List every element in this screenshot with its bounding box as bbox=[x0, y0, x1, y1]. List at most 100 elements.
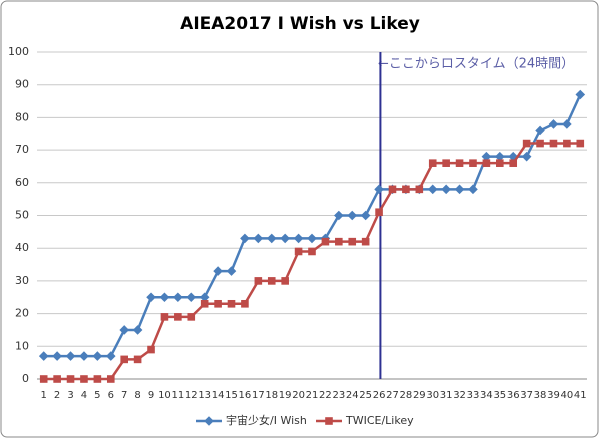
x-tick-label: 19 bbox=[279, 390, 292, 401]
x-tick-label: 21 bbox=[306, 390, 319, 401]
x-tick-label: 34 bbox=[480, 390, 493, 401]
x-tick-label: 39 bbox=[547, 390, 560, 401]
data-point bbox=[294, 247, 303, 256]
x-tick-label: 9 bbox=[148, 390, 154, 401]
data-point bbox=[227, 299, 236, 308]
data-point bbox=[120, 355, 128, 364]
data-point bbox=[361, 237, 370, 246]
data-point bbox=[548, 119, 559, 129]
data-point bbox=[187, 313, 196, 321]
x-tick-label: 36 bbox=[507, 390, 520, 401]
data-point bbox=[226, 266, 237, 276]
x-tick-label: 16 bbox=[239, 390, 252, 401]
data-point bbox=[335, 237, 343, 246]
x-tick-label: 31 bbox=[440, 390, 453, 401]
legend-marker bbox=[325, 417, 333, 425]
x-tick-label: 7 bbox=[121, 390, 127, 401]
data-point bbox=[79, 351, 89, 361]
data-point bbox=[80, 375, 88, 383]
data-point bbox=[53, 375, 61, 383]
y-tick-label: 100 bbox=[8, 45, 29, 58]
data-point bbox=[65, 351, 76, 361]
x-tick-label: 17 bbox=[252, 390, 265, 401]
legend-label: 宇宙少女/I Wish bbox=[226, 413, 307, 427]
data-point bbox=[146, 292, 156, 303]
data-point bbox=[214, 299, 222, 308]
data-point bbox=[133, 355, 142, 364]
legend-marker bbox=[204, 416, 214, 426]
data-point bbox=[509, 159, 518, 167]
data-point bbox=[522, 139, 531, 148]
data-point bbox=[348, 237, 357, 246]
data-point bbox=[441, 184, 451, 195]
x-tick-label: 32 bbox=[453, 390, 466, 401]
data-point bbox=[375, 208, 383, 217]
x-tick-label: 40 bbox=[561, 390, 574, 401]
y-tick-label: 70 bbox=[15, 143, 29, 156]
x-tick-label: 33 bbox=[467, 390, 480, 401]
data-point bbox=[266, 233, 277, 244]
data-point bbox=[240, 233, 250, 244]
x-tick-label: 28 bbox=[400, 390, 413, 401]
data-point bbox=[52, 351, 62, 361]
data-point bbox=[132, 325, 143, 335]
data-point bbox=[415, 185, 424, 194]
x-tick-label: 3 bbox=[67, 390, 73, 401]
data-point bbox=[173, 292, 183, 303]
data-point bbox=[347, 210, 358, 221]
data-point bbox=[535, 125, 545, 136]
data-point bbox=[360, 210, 371, 221]
x-tick-label: 18 bbox=[265, 390, 278, 401]
data-point bbox=[106, 375, 115, 383]
data-point bbox=[482, 159, 491, 167]
data-point bbox=[293, 233, 304, 244]
y-tick-label: 80 bbox=[15, 110, 29, 123]
data-point bbox=[281, 277, 289, 285]
data-point bbox=[576, 139, 585, 148]
data-point bbox=[427, 184, 438, 195]
y-tick-label: 50 bbox=[15, 209, 29, 222]
data-point bbox=[321, 237, 330, 246]
x-tick-label: 6 bbox=[108, 390, 114, 401]
data-point bbox=[160, 313, 169, 321]
data-point bbox=[536, 139, 544, 148]
data-point bbox=[66, 375, 75, 383]
data-point bbox=[469, 159, 477, 167]
data-point bbox=[253, 233, 264, 244]
data-point bbox=[280, 233, 290, 244]
data-point bbox=[428, 159, 437, 167]
data-point bbox=[562, 119, 572, 129]
data-point bbox=[92, 351, 103, 361]
x-tick-label: 30 bbox=[426, 390, 439, 401]
y-tick-label: 20 bbox=[15, 307, 29, 320]
x-tick-label: 13 bbox=[198, 390, 211, 401]
data-point bbox=[508, 151, 519, 162]
data-point bbox=[254, 277, 263, 285]
x-tick-label: 15 bbox=[225, 390, 238, 401]
data-point bbox=[307, 233, 317, 244]
data-point bbox=[468, 184, 478, 195]
data-point bbox=[442, 159, 450, 167]
x-tick-label: 29 bbox=[413, 390, 426, 401]
data-point bbox=[563, 139, 571, 148]
x-tick-label: 24 bbox=[346, 390, 359, 401]
data-point bbox=[388, 185, 397, 194]
data-point bbox=[105, 351, 116, 361]
x-tick-label: 41 bbox=[574, 390, 587, 401]
data-point bbox=[200, 299, 209, 308]
x-tick-label: 27 bbox=[386, 390, 399, 401]
x-tick-label: 14 bbox=[212, 390, 225, 401]
data-point bbox=[39, 375, 48, 383]
x-tick-label: 23 bbox=[332, 390, 345, 401]
x-tick-label: 25 bbox=[359, 390, 372, 401]
y-tick-label: 40 bbox=[15, 241, 29, 254]
x-tick-label: 38 bbox=[534, 390, 547, 401]
data-point bbox=[481, 151, 492, 162]
x-tick-label: 35 bbox=[493, 390, 506, 401]
x-tick-label: 22 bbox=[319, 390, 332, 401]
y-tick-label: 10 bbox=[15, 339, 29, 352]
data-point bbox=[308, 247, 316, 256]
data-point bbox=[495, 151, 505, 162]
data-point bbox=[213, 266, 223, 276]
data-point bbox=[199, 292, 210, 303]
